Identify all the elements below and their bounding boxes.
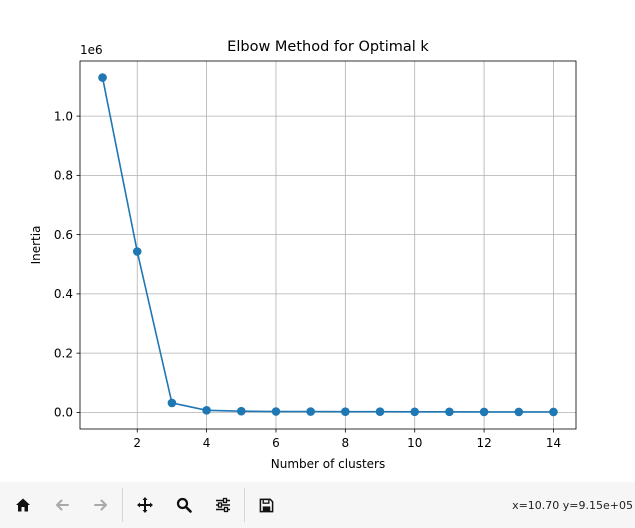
cursor-coordinates: x=10.70 y=9.15e+05 [512,499,633,512]
figure-canvas[interactable]: 2 4 6 8 10 12 14 0.0 0.2 0.4 0.6 0.8 1.0 Elbow Metho… [0,0,635,482]
data-point-marker [167,398,177,408]
back-button[interactable] [42,482,81,528]
save-button[interactable] [247,482,286,528]
series-line [101,77,554,413]
forward-arrow-icon [93,499,107,511]
x-tick-label: 8 [342,436,350,450]
data-point-marker [479,407,489,417]
data-point-marker [549,407,558,417]
zoom-button[interactable] [164,482,203,528]
navigation-toolbar: x=10.70 y=9.15e+05 [0,482,635,528]
home-button[interactable] [3,482,42,528]
data-point-marker [236,406,246,416]
data-point-marker [375,407,385,417]
toolbar-separator [244,488,245,522]
data-point-marker [306,407,315,416]
data-point-marker [341,407,350,416]
x-axis-label: Number of clusters [271,457,385,471]
data-point-marker [445,407,454,417]
x-tick-label: 6 [272,436,280,450]
toolbar-separator [122,488,123,522]
configure-subplots-icon [215,497,230,513]
x-tick-label: 2 [133,436,141,450]
x-tick-label: 10 [407,436,422,450]
back-arrow-icon [55,499,69,511]
x-tick-label: 14 [546,436,561,450]
data-point-marker [271,407,281,416]
configure-subplots-button[interactable] [203,482,242,528]
pan-icon [136,497,153,513]
data-point-marker [202,406,211,415]
axes-frame [79,60,577,430]
y-tick-label: 0.0 [54,406,73,420]
x-tick-label: 4 [203,436,211,450]
y-tick-label: 0.8 [54,169,73,183]
data-point-marker [98,73,107,82]
elbow-chart: 2 4 6 8 10 12 14 0.0 0.2 0.4 0.6 0.8 1.0 Elbow Metho… [29,39,577,471]
y-tick-label: 0.2 [54,346,73,360]
data-point-marker [410,407,420,417]
y-tick-label: 1.0 [54,109,73,123]
pan-button[interactable] [125,482,164,528]
zoom-icon [176,497,192,513]
home-icon [15,498,30,512]
y-tick-label: 0.6 [54,228,73,242]
data-point-marker [132,247,142,256]
y-axis-offset-label: 1e6 [80,43,103,57]
x-tick-label: 12 [476,436,491,450]
save-icon [259,498,274,512]
y-axis-label: Inertia [29,226,43,265]
chart-title: Elbow Method for Optimal k [227,39,429,55]
y-tick-label: 0.4 [54,287,73,301]
data-point-marker [514,407,524,417]
forward-button[interactable] [81,482,120,528]
